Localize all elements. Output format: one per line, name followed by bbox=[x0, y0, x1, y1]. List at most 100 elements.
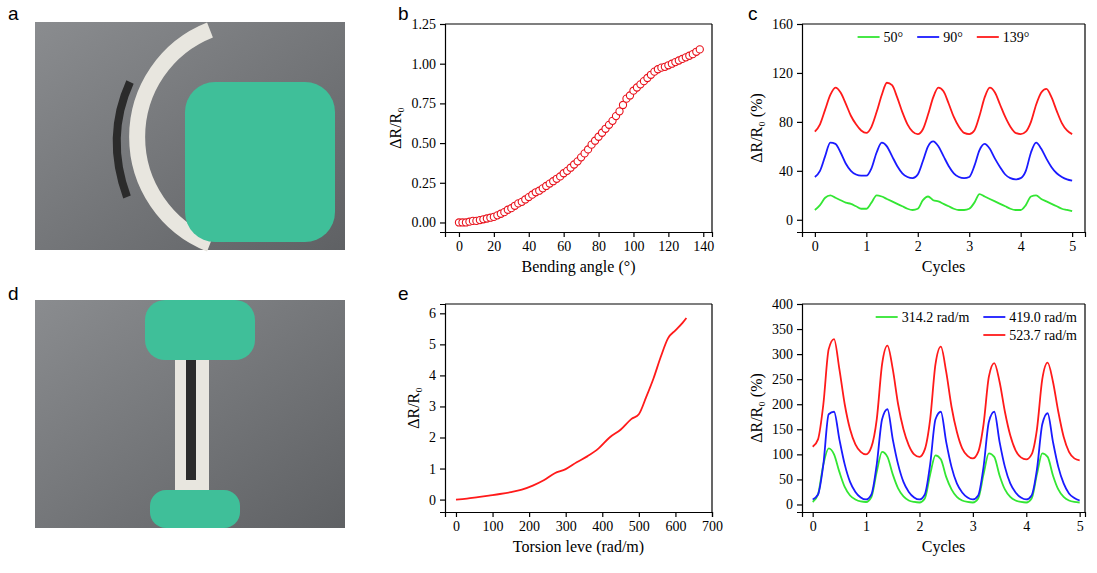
tick-mark bbox=[494, 232, 495, 237]
tick-mark bbox=[797, 73, 802, 74]
legend-item: 90° bbox=[917, 30, 963, 45]
tick-mark bbox=[973, 512, 974, 517]
tick: 350 bbox=[772, 322, 802, 337]
tick: 1.25 bbox=[412, 17, 446, 32]
tick: 200 bbox=[519, 512, 540, 534]
tick-label: 4 bbox=[1018, 239, 1025, 254]
legend: 50°90°139° bbox=[858, 30, 1030, 45]
panel-label: b bbox=[398, 3, 409, 24]
tick-mark bbox=[866, 512, 867, 517]
panel-label: c bbox=[748, 3, 758, 24]
tick-label: 4 bbox=[429, 368, 436, 383]
tick-label: 60 bbox=[557, 239, 571, 254]
tick: 1 bbox=[863, 232, 870, 254]
tick: 100 bbox=[772, 447, 802, 462]
tick: 400 bbox=[592, 512, 613, 534]
tick: 250 bbox=[772, 372, 802, 387]
tick-mark bbox=[797, 429, 802, 430]
tick-mark bbox=[797, 379, 802, 380]
tick-mark bbox=[797, 304, 802, 305]
tick-label: 3 bbox=[970, 519, 977, 534]
y-axis: 050100150200250300350400 bbox=[772, 297, 803, 513]
y-axis: 0123456 bbox=[429, 305, 446, 513]
tick-mark bbox=[712, 512, 713, 517]
tick: 2 bbox=[916, 512, 923, 534]
tick: 0 bbox=[453, 512, 460, 534]
plot-area bbox=[813, 339, 1080, 502]
y-axis: 04080120160 bbox=[772, 17, 803, 233]
tick-mark bbox=[797, 220, 802, 221]
tick-label: 300 bbox=[556, 519, 577, 534]
frame bbox=[802, 303, 1085, 304]
tick-label: 1 bbox=[429, 462, 436, 477]
tick: 150 bbox=[772, 422, 802, 437]
frame bbox=[445, 23, 712, 24]
tick-label: 6 bbox=[429, 306, 436, 321]
tick: 4 bbox=[1023, 512, 1030, 534]
tick: 0 bbox=[429, 493, 445, 508]
plot-area bbox=[455, 46, 703, 226]
tick-mark bbox=[440, 103, 445, 104]
legend-swatch bbox=[977, 36, 999, 38]
tick-label: 0.25 bbox=[412, 176, 437, 191]
x-axis-title: Cycles bbox=[922, 258, 966, 276]
legend-swatch bbox=[876, 316, 898, 318]
tick: 120 bbox=[658, 232, 679, 254]
tick-mark bbox=[440, 468, 445, 469]
tick-mark bbox=[440, 375, 445, 376]
tick-label: 50 bbox=[779, 472, 793, 487]
tick: 3 bbox=[966, 232, 973, 254]
tick-mark bbox=[566, 512, 567, 517]
legend-label: 419.0 rad/m bbox=[1009, 310, 1077, 325]
tick-mark bbox=[1026, 512, 1027, 517]
tick: 20 bbox=[487, 232, 501, 254]
tick-label: 2 bbox=[916, 519, 923, 534]
x-axis-title: Torsion leve (rad/m) bbox=[513, 538, 644, 556]
tick-label: 80 bbox=[779, 115, 793, 130]
legend-swatch bbox=[983, 316, 1005, 318]
data-line bbox=[815, 141, 1072, 180]
tick: 4 bbox=[1018, 232, 1025, 254]
tick-label: 100 bbox=[623, 239, 644, 254]
legend-item: 419.0 rad/m bbox=[983, 310, 1077, 325]
y-axis-title: ΔR/R₀ (%) bbox=[748, 373, 766, 443]
frame bbox=[802, 23, 1085, 24]
tick-mark bbox=[1080, 512, 1081, 517]
tick-label: 0.50 bbox=[412, 136, 437, 151]
frame bbox=[1084, 304, 1085, 512]
photo-sensor bbox=[186, 350, 196, 480]
data-line bbox=[813, 409, 1080, 500]
tick-label: 40 bbox=[779, 164, 793, 179]
tick: 140 bbox=[693, 232, 714, 254]
tick-mark bbox=[815, 232, 816, 237]
axis-line bbox=[797, 305, 803, 513]
tick-label: 0.00 bbox=[412, 215, 437, 230]
legend-item: 139° bbox=[977, 30, 1030, 45]
tick: 60 bbox=[557, 232, 571, 254]
tick-mark bbox=[598, 232, 599, 237]
tick-label: 0 bbox=[812, 239, 819, 254]
legend-label: 523.7 rad/m bbox=[1009, 328, 1077, 343]
photo-glove bbox=[150, 490, 240, 528]
tick-label: 400 bbox=[772, 297, 793, 312]
tick-mark bbox=[919, 512, 920, 517]
tick-label: 5 bbox=[429, 337, 436, 352]
tick-label: 100 bbox=[772, 447, 793, 462]
tick-label: 120 bbox=[772, 66, 793, 81]
tick-mark bbox=[440, 406, 445, 407]
axis-line bbox=[446, 513, 713, 518]
axis-line bbox=[440, 25, 446, 233]
tick-label: 300 bbox=[772, 347, 793, 362]
data-point bbox=[696, 46, 703, 53]
tick: 120 bbox=[772, 66, 802, 81]
tick: 0 bbox=[810, 512, 817, 534]
tick-mark bbox=[797, 122, 802, 123]
tick: 0 bbox=[812, 232, 819, 254]
photo-placeholder bbox=[35, 22, 345, 250]
axis-line bbox=[797, 25, 803, 233]
axis-line bbox=[440, 305, 446, 513]
tick-mark bbox=[797, 504, 802, 505]
tick-label: 0 bbox=[810, 519, 817, 534]
tick-label: 5 bbox=[1077, 519, 1084, 534]
photo-glove bbox=[185, 82, 335, 242]
